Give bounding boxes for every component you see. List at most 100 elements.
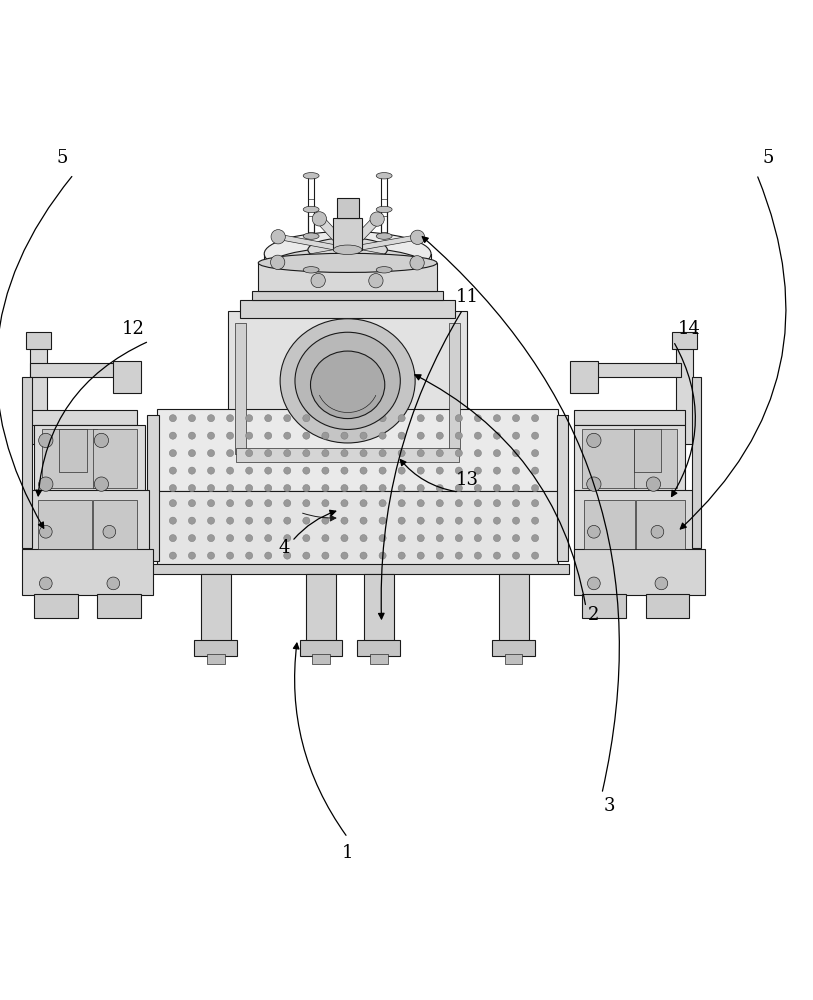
Bar xyxy=(22,377,32,548)
Circle shape xyxy=(284,500,291,507)
Bar xyxy=(147,564,569,574)
Bar xyxy=(333,218,362,250)
Circle shape xyxy=(379,485,386,492)
Circle shape xyxy=(265,535,272,542)
Circle shape xyxy=(302,535,310,542)
Circle shape xyxy=(474,450,481,457)
Circle shape xyxy=(512,500,520,507)
Circle shape xyxy=(437,485,443,492)
Bar xyxy=(582,594,626,618)
Ellipse shape xyxy=(264,232,431,276)
Circle shape xyxy=(189,467,196,474)
Circle shape xyxy=(493,517,501,524)
Circle shape xyxy=(341,552,348,559)
Circle shape xyxy=(169,432,176,439)
Circle shape xyxy=(265,552,272,559)
Circle shape xyxy=(189,552,196,559)
Circle shape xyxy=(207,415,215,422)
Circle shape xyxy=(322,467,329,474)
Circle shape xyxy=(189,500,196,507)
Bar xyxy=(633,429,677,488)
Circle shape xyxy=(370,212,385,226)
Circle shape xyxy=(455,535,463,542)
Circle shape xyxy=(227,552,233,559)
Bar xyxy=(157,409,559,491)
Circle shape xyxy=(302,485,310,492)
Bar xyxy=(147,415,159,561)
Bar xyxy=(358,640,400,656)
Circle shape xyxy=(474,415,481,422)
Circle shape xyxy=(474,485,481,492)
Circle shape xyxy=(646,477,661,491)
Circle shape xyxy=(474,535,481,542)
Circle shape xyxy=(207,432,215,439)
Text: 5: 5 xyxy=(763,149,774,167)
Text: 12: 12 xyxy=(122,320,145,338)
Circle shape xyxy=(169,415,176,422)
Circle shape xyxy=(207,485,215,492)
Text: 14: 14 xyxy=(678,320,701,338)
Circle shape xyxy=(532,415,539,422)
Circle shape xyxy=(271,255,285,269)
Circle shape xyxy=(341,517,348,524)
Circle shape xyxy=(651,525,663,538)
Ellipse shape xyxy=(280,319,415,443)
Polygon shape xyxy=(346,248,420,265)
Bar xyxy=(30,333,47,444)
Circle shape xyxy=(512,517,520,524)
Circle shape xyxy=(532,500,539,507)
Circle shape xyxy=(398,450,405,457)
Bar xyxy=(312,654,330,664)
Circle shape xyxy=(437,552,443,559)
Polygon shape xyxy=(314,218,353,251)
Circle shape xyxy=(512,552,520,559)
Circle shape xyxy=(455,552,463,559)
Circle shape xyxy=(493,450,501,457)
Circle shape xyxy=(284,432,291,439)
Circle shape xyxy=(398,467,405,474)
Circle shape xyxy=(341,450,348,457)
Circle shape xyxy=(398,535,405,542)
Circle shape xyxy=(246,535,253,542)
Ellipse shape xyxy=(259,253,437,272)
Circle shape xyxy=(410,256,424,270)
Circle shape xyxy=(512,535,520,542)
Circle shape xyxy=(474,500,481,507)
Circle shape xyxy=(246,552,253,559)
Text: 3: 3 xyxy=(604,797,615,815)
Bar xyxy=(574,410,685,425)
Circle shape xyxy=(302,500,310,507)
Circle shape xyxy=(227,517,233,524)
Polygon shape xyxy=(276,234,350,252)
Circle shape xyxy=(341,432,348,439)
Circle shape xyxy=(207,535,215,542)
Bar xyxy=(26,332,51,349)
Circle shape xyxy=(474,467,481,474)
Bar xyxy=(676,333,693,444)
Circle shape xyxy=(411,230,424,244)
Circle shape xyxy=(284,485,291,492)
Circle shape xyxy=(512,432,520,439)
Bar xyxy=(22,549,153,595)
Circle shape xyxy=(588,525,600,538)
Circle shape xyxy=(398,485,405,492)
Circle shape xyxy=(302,415,310,422)
Bar xyxy=(498,574,528,641)
Circle shape xyxy=(417,485,424,492)
Text: 2: 2 xyxy=(588,606,599,624)
Bar xyxy=(26,490,149,552)
Circle shape xyxy=(94,433,109,448)
Bar xyxy=(59,429,87,472)
Bar xyxy=(235,323,246,454)
Circle shape xyxy=(302,552,310,559)
Ellipse shape xyxy=(376,206,392,213)
Circle shape xyxy=(322,535,329,542)
Circle shape xyxy=(455,467,463,474)
Circle shape xyxy=(360,552,367,559)
Circle shape xyxy=(493,467,501,474)
Bar xyxy=(228,311,467,466)
Ellipse shape xyxy=(303,206,319,213)
Bar xyxy=(259,263,437,291)
Circle shape xyxy=(246,415,253,422)
Bar xyxy=(312,465,384,510)
